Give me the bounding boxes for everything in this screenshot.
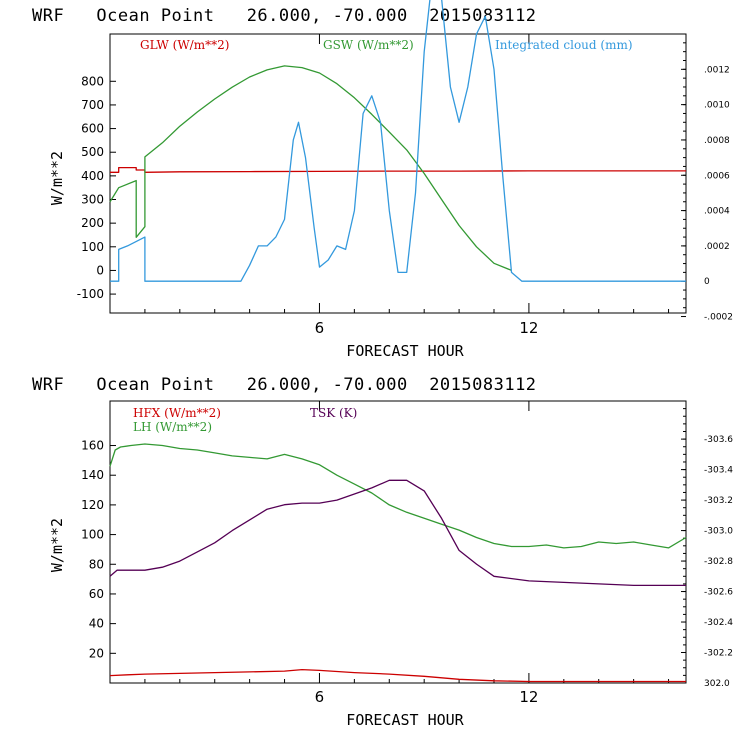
chart-1-y-tick-label: 200 (81, 216, 104, 230)
chart-2-y-tick-label: 160 (81, 439, 104, 453)
chart-1-y-tick-label: 600 (81, 122, 104, 136)
panel-1: WRF Ocean Point 26.000, -70.000 20150831… (32, 0, 733, 360)
chart-1-y2-tick-label: .0008 (704, 136, 730, 146)
chart-2-x-tick-label: 12 (519, 688, 538, 706)
chart-1-x-tick-label: 12 (519, 319, 538, 337)
chart-1-y2-tick-label: -.0002 (704, 313, 733, 323)
chart-2-legend-tsk: TSK (K) (310, 406, 357, 420)
chart-2-y2-tick-label: -303.4 (704, 466, 733, 476)
chart-1-y2-tick-label: .0002 (704, 242, 730, 252)
chart-2-series-2-line (109, 479, 686, 587)
chart-1-y-tick-label: -100 (77, 287, 104, 301)
chart-2-y-tick-label: 100 (81, 528, 104, 542)
chart-1-y-tick-label: 400 (81, 169, 104, 183)
chart-2-series-1-line (109, 443, 687, 549)
chart-1-y-tick-label: 0 (96, 263, 104, 277)
chart-1-series-0-line (110, 166, 686, 173)
chart-1-y-tick-label: 700 (81, 98, 104, 112)
chart-1-y-axis-label: W/m**2 (48, 151, 66, 205)
chart-1-title: WRF Ocean Point 26.000, -70.000 20150831… (32, 6, 537, 26)
chart-2-y2-tick-label: -303.6 (704, 435, 733, 445)
chart-1-y2-tick-label: .0006 (704, 171, 730, 181)
chart-2-y2-tick-label: 302.0 (704, 679, 730, 689)
chart-2-legend-hfx: HFX (W/m**2) (133, 406, 221, 420)
chart-2-x-axis-label: FORECAST HOUR (346, 711, 464, 729)
chart-1-legend-gsw: GSW (W/m**2) (323, 38, 414, 52)
chart-2-legend-lh: LH (W/m**2) (133, 420, 212, 434)
chart-2-title: WRF Ocean Point 26.000, -70.000 20150831… (32, 375, 537, 395)
chart-1-y-tick-label: 800 (81, 74, 104, 88)
chart-2-y-tick-label: 140 (81, 468, 104, 482)
chart-2-plot-frame (109, 400, 687, 684)
chart-2-y-tick-label: 60 (89, 587, 104, 601)
chart-2-x-tick-label: 6 (315, 688, 325, 706)
chart-2-y2-tick-label: -302.6 (704, 588, 733, 598)
chart-2-y2-tick-label: -303.2 (704, 496, 733, 506)
chart-1-y2-tick-label: .0010 (704, 101, 730, 111)
chart-2-y-tick-label: 80 (89, 557, 104, 571)
chart-1-series-2-line (110, 0, 686, 282)
chart-1-x-tick-label: 6 (315, 319, 325, 337)
chart-2-y2-tick-label: -302.8 (704, 557, 733, 567)
chart-2-series-0-line (109, 668, 686, 683)
chart-1-y2-tick-label: .0004 (704, 207, 730, 217)
chart-2-y2-tick-label: -302.4 (704, 618, 733, 628)
chart-2-y-axis-label: W/m**2 (48, 518, 66, 572)
chart-2-y2-tick-label: -303.0 (704, 527, 733, 537)
chart-1-legend-cloud: Integrated cloud (mm) (495, 38, 633, 52)
chart-1-y-tick-label: 500 (81, 145, 104, 159)
chart-1-plot-frame (109, 33, 687, 314)
chart-1-series-1-line (109, 65, 512, 272)
chart-1-y-tick-label: 100 (81, 240, 104, 254)
chart-2-y2-tick-label: -302.2 (704, 649, 733, 659)
chart-2-y-tick-label: 120 (81, 498, 104, 512)
chart-2-y-tick-label: 20 (89, 646, 104, 660)
panel-2: WRF Ocean Point 26.000, -70.000 20150831… (32, 375, 733, 729)
chart-1-y2-tick-label: .0012 (704, 65, 730, 75)
chart-1-y-tick-label: 300 (81, 193, 104, 207)
chart-2-y-tick-label: 40 (89, 617, 104, 631)
chart-1-y2-tick-label: 0 (704, 277, 710, 287)
chart-1-legend-glw: GLW (W/m**2) (140, 38, 229, 52)
chart-1-x-axis-label: FORECAST HOUR (346, 342, 464, 360)
